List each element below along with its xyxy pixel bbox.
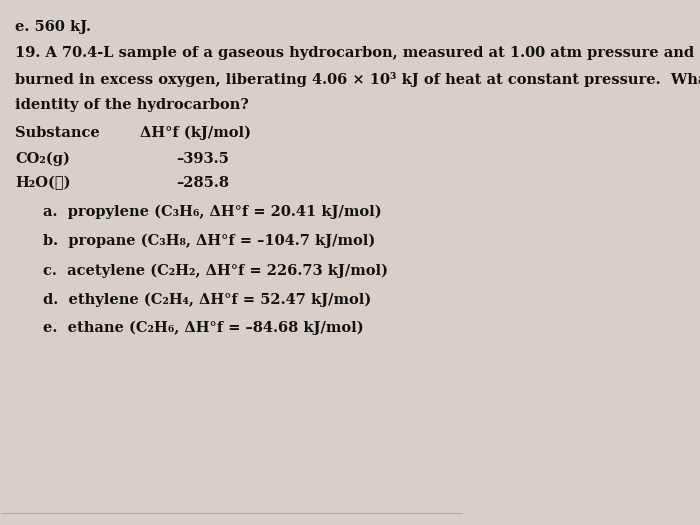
Text: e. 560 kJ.: e. 560 kJ. — [15, 19, 91, 34]
Text: –393.5: –393.5 — [176, 152, 230, 166]
Text: Substance: Substance — [15, 125, 100, 140]
Text: a.  propylene (C₃H₆, ΔH°f = 20.41 kJ/mol): a. propylene (C₃H₆, ΔH°f = 20.41 kJ/mol) — [43, 205, 382, 219]
Text: 19. A 70.4-L sample of a gaseous hydrocarbon, measured at 1.00 atm pressure and : 19. A 70.4-L sample of a gaseous hydroca… — [15, 46, 700, 60]
Text: identity of the hydrocarbon?: identity of the hydrocarbon? — [15, 98, 249, 112]
Text: burned in excess oxygen, liberating 4.06 × 10³ kJ of heat at constant pressure. : burned in excess oxygen, liberating 4.06… — [15, 72, 700, 87]
Text: e.  ethane (C₂H₆, ΔH°f = –84.68 kJ/mol): e. ethane (C₂H₆, ΔH°f = –84.68 kJ/mol) — [43, 321, 363, 335]
Text: b.  propane (C₃H₈, ΔH°f = –104.7 kJ/mol): b. propane (C₃H₈, ΔH°f = –104.7 kJ/mol) — [43, 234, 375, 248]
Text: –285.8: –285.8 — [176, 176, 230, 191]
Text: ΔH°f (kJ/mol): ΔH°f (kJ/mol) — [140, 125, 251, 140]
Text: c.  acetylene (C₂H₂, ΔH°f = 226.73 kJ/mol): c. acetylene (C₂H₂, ΔH°f = 226.73 kJ/mol… — [43, 264, 388, 278]
Text: CO₂(g): CO₂(g) — [15, 152, 70, 166]
Text: d.  ethylene (C₂H₄, ΔH°f = 52.47 kJ/mol): d. ethylene (C₂H₄, ΔH°f = 52.47 kJ/mol) — [43, 292, 371, 307]
Text: H₂O(ℓ): H₂O(ℓ) — [15, 176, 71, 191]
